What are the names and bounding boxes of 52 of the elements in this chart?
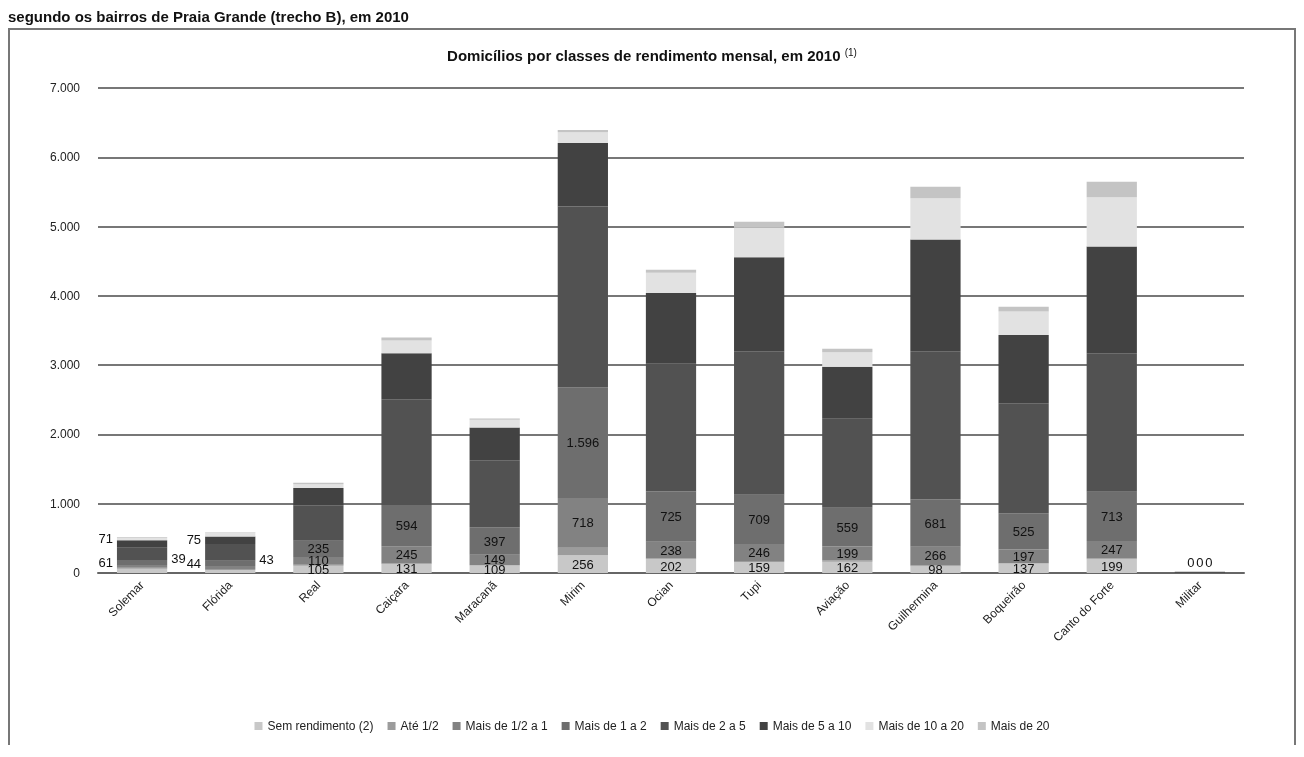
data-label: 98 (928, 562, 943, 578)
data-label: 75 (186, 531, 202, 547)
y-tick-label: 3.000 (49, 358, 81, 373)
y-tick-label: 0 (73, 566, 81, 580)
chart-title: Domicílios por classes de rendimento mensal, em 2010 (1) (447, 46, 857, 64)
data-label: 525 (1012, 523, 1035, 539)
y-tick-label: 6.000 (49, 150, 81, 165)
legend-label: Mais de 2 a 5 (673, 719, 747, 733)
x-tick-label: Tupi (738, 578, 765, 605)
data-label: 256 (571, 556, 594, 572)
data-label: 131 (395, 560, 418, 576)
legend-label: Mais de 20 (990, 719, 1050, 733)
data-label: 559 (836, 519, 859, 535)
data-label: 199 (836, 546, 859, 561)
data-label: 39 (171, 550, 186, 566)
data-label: 709 (748, 511, 771, 527)
data-label: 713 (1100, 508, 1123, 524)
data-label: 162 (836, 559, 859, 575)
y-tick-label: 7.000 (49, 81, 81, 95)
legend-label: Mais de 5 a 10 (772, 719, 852, 733)
legend-label: Mais de 1/2 a 1 (465, 719, 548, 733)
data-label: 235 (307, 541, 330, 557)
data-label: 266 (924, 548, 947, 564)
y-tick-label: 5.000 (49, 219, 81, 234)
data-label: 725 (660, 509, 682, 525)
data-label: 1.596 (566, 435, 600, 451)
data-label: 238 (660, 542, 682, 558)
data-label: 681 (924, 515, 947, 531)
data-label: 0 (1187, 555, 1195, 570)
data-label: 246 (748, 544, 771, 560)
data-label: 0 (1196, 555, 1204, 570)
data-label: 202 (660, 558, 682, 574)
legend-label: Sem rendimento (2) (267, 719, 374, 733)
data-label: 245 (395, 547, 418, 563)
data-label: 0 (1205, 555, 1213, 570)
data-label: 44 (186, 555, 202, 571)
data-label: 397 (483, 533, 506, 549)
data-label: 594 (395, 518, 418, 534)
data-label: 43 (259, 551, 274, 567)
data-label: 61 (98, 555, 113, 571)
y-tick-label: 1.000 (49, 496, 81, 511)
legend-label: Mais de 10 a 20 (878, 719, 965, 733)
data-label: 718 (571, 515, 594, 531)
y-tick-label: 4.000 (49, 288, 81, 303)
data-label: 247 (1100, 542, 1123, 558)
y-tick-label: 2.000 (49, 427, 81, 442)
legend-label: Até 1/2 (400, 719, 439, 733)
legend-label: Mais de 1 a 2 (574, 719, 647, 733)
data-label: 71 (98, 531, 113, 547)
text: segundo os bairros de Praia Grande (trecho B), em 2010 (8, 8, 410, 27)
data-label: 199 (1100, 558, 1123, 574)
data-label: 159 (748, 559, 771, 575)
